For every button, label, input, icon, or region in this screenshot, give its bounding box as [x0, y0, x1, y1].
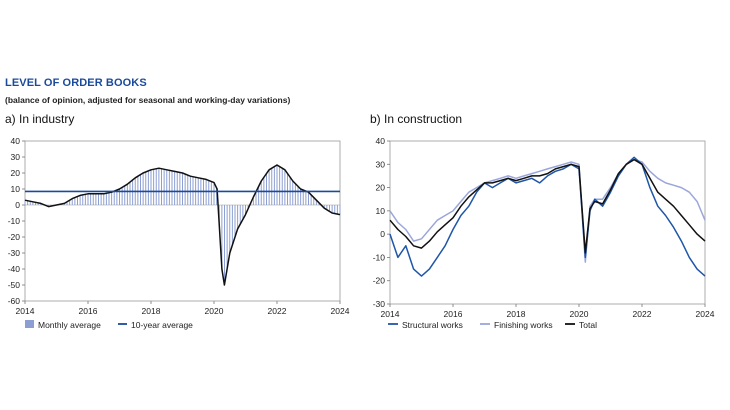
industry-xtick-label: 2020 — [205, 306, 224, 316]
construction-xtick-label: 2024 — [696, 309, 715, 319]
industry-xtick-label: 2018 — [142, 306, 161, 316]
legend-monthly-swatch — [25, 320, 34, 328]
total-line — [389, 158, 706, 254]
industry-xtick-label: 2024 — [331, 306, 350, 316]
legend-monthly-label: Monthly average — [38, 320, 101, 330]
construction-ytick-label: -20 — [373, 276, 386, 286]
legend-finishing-label: Finishing works — [494, 320, 553, 330]
industry-ytick-label: 10 — [11, 184, 21, 194]
industry-ytick-label: -50 — [8, 280, 21, 290]
construction-ytick-label: -10 — [373, 252, 386, 262]
construction-ytick-label: 0 — [380, 229, 385, 239]
industry-xtick-label: 2022 — [268, 306, 287, 316]
industry-ytick-label: 0 — [15, 200, 20, 210]
construction-plot-frame — [389, 140, 706, 305]
legend-ten-year-label: 10-year average — [131, 320, 193, 330]
panel-a-title: a) In industry — [5, 112, 75, 126]
finishing-works-line — [389, 158, 706, 263]
industry-ytick-label: -30 — [8, 248, 21, 258]
construction-xtick-label: 2014 — [381, 309, 400, 319]
construction-ytick-label: 40 — [376, 136, 386, 146]
industry-ytick-label: 40 — [11, 136, 21, 146]
industry-ytick-label: -20 — [8, 232, 21, 242]
monthly-average-line — [24, 164, 341, 286]
legend-total-label: Total — [579, 320, 597, 330]
construction-xtick-label: 2022 — [633, 309, 652, 319]
industry-plot-frame — [24, 140, 341, 302]
construction-ytick-label: 30 — [376, 159, 386, 169]
page-title: LEVEL OF ORDER BOOKS — [5, 77, 147, 89]
construction-xtick-label: 2016 — [444, 309, 463, 319]
construction-ytick-label: 10 — [376, 206, 386, 216]
panel-b-title: b) In construction — [370, 112, 463, 126]
industry-xtick-label: 2014 — [16, 306, 35, 316]
legend-structural-label: Structural works — [402, 320, 463, 330]
page-subtitle: (balance of opinion, adjusted for season… — [5, 95, 291, 105]
industry-ytick-label: -10 — [8, 216, 21, 226]
industry-ytick-label: -60 — [8, 296, 21, 306]
industry-ytick-label: 20 — [11, 168, 21, 178]
industry-ytick-label: 30 — [11, 152, 21, 162]
industry-xtick-label: 2016 — [79, 306, 98, 316]
construction-ytick-label: 20 — [376, 183, 386, 193]
industry-ytick-label: -40 — [8, 264, 21, 274]
construction-xtick-label: 2018 — [507, 309, 526, 319]
structural-works-line — [389, 156, 706, 277]
construction-xtick-label: 2020 — [570, 309, 589, 319]
construction-ytick-label: -30 — [373, 299, 386, 309]
